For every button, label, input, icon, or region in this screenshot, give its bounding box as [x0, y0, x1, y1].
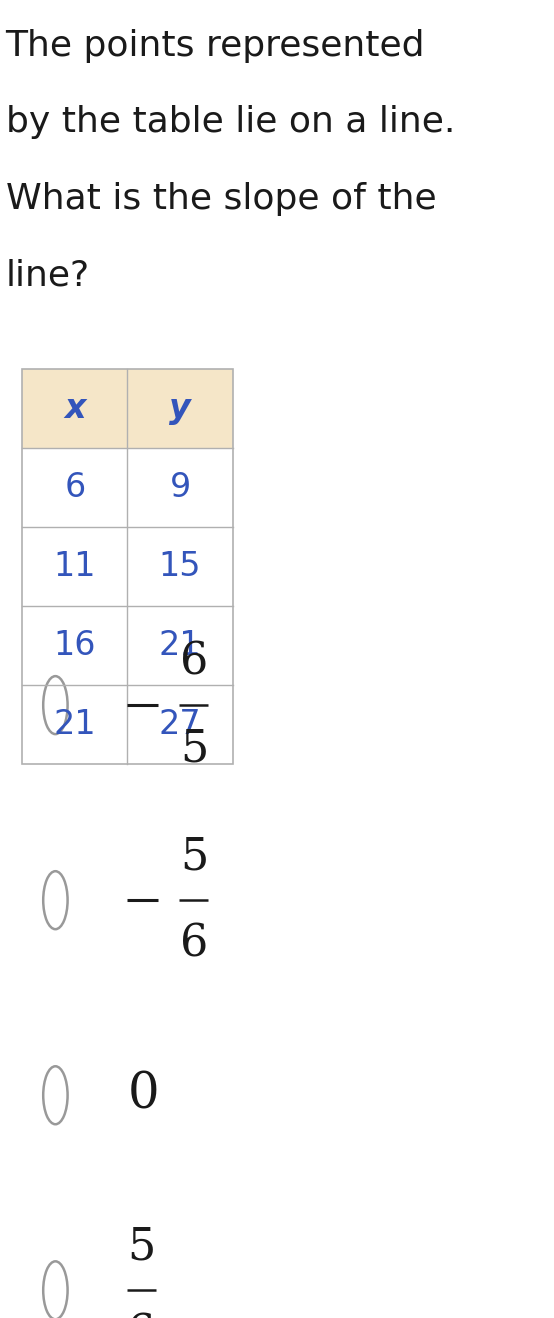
- Text: line?: line?: [6, 258, 90, 293]
- Text: by the table lie on a line.: by the table lie on a line.: [6, 105, 455, 140]
- Text: 15: 15: [159, 550, 201, 584]
- Text: 5: 5: [127, 1226, 155, 1268]
- Bar: [22, 448, 127, 527]
- Text: 6: 6: [180, 641, 208, 683]
- Bar: [127, 369, 233, 448]
- Text: 6: 6: [64, 471, 85, 505]
- Text: 11: 11: [54, 550, 96, 584]
- Bar: [22, 369, 127, 448]
- Text: x: x: [64, 391, 85, 426]
- Text: 21: 21: [54, 708, 96, 742]
- Bar: [22, 369, 233, 764]
- Text: 5: 5: [180, 728, 208, 770]
- Bar: [127, 606, 233, 685]
- Bar: [22, 606, 127, 685]
- Text: 0: 0: [127, 1070, 159, 1120]
- Text: What is the slope of the: What is the slope of the: [6, 182, 436, 216]
- Text: 16: 16: [54, 629, 96, 663]
- Text: The points represented: The points represented: [6, 29, 425, 63]
- Text: 6: 6: [127, 1313, 155, 1318]
- Bar: [127, 448, 233, 527]
- Bar: [127, 685, 233, 764]
- Bar: [22, 685, 127, 764]
- Text: 9: 9: [170, 471, 191, 505]
- Text: 27: 27: [159, 708, 201, 742]
- Text: 6: 6: [180, 923, 208, 965]
- Text: 5: 5: [180, 836, 208, 878]
- Bar: [127, 527, 233, 606]
- Text: y: y: [169, 391, 191, 426]
- Text: 21: 21: [159, 629, 201, 663]
- Bar: [22, 527, 127, 606]
